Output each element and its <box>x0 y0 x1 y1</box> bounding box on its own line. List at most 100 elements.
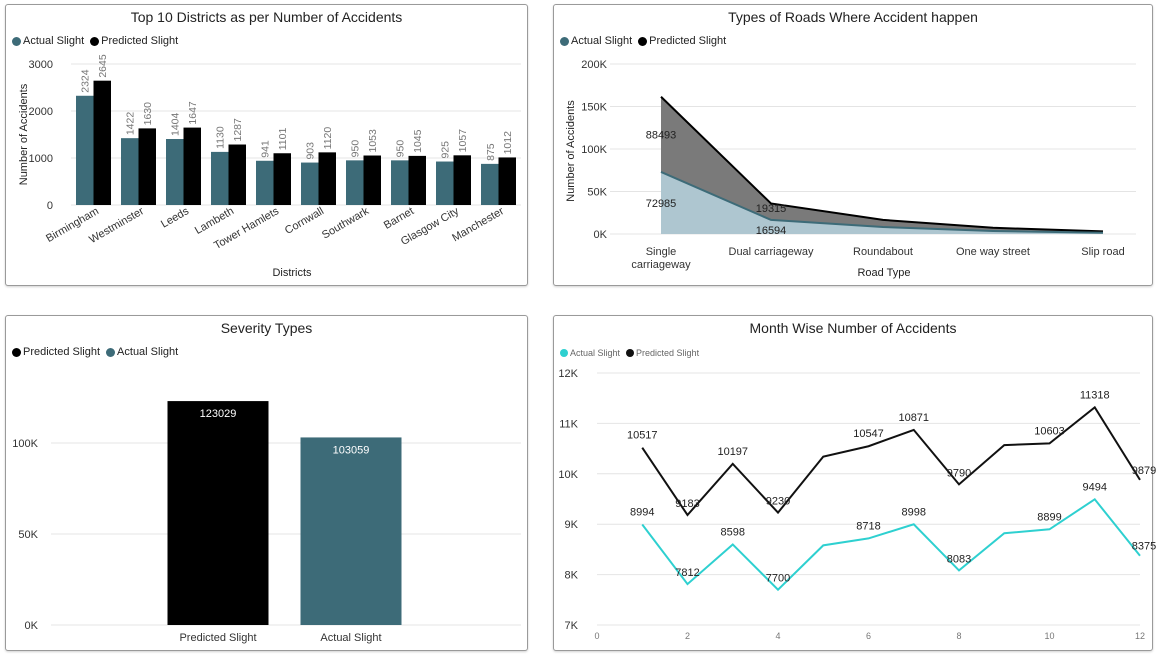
y-tick-label: 8K <box>565 570 579 582</box>
bar <box>408 155 426 205</box>
bar <box>300 437 402 625</box>
bar <box>498 157 516 205</box>
bar <box>346 160 364 205</box>
y-tick-label: 100K <box>12 438 38 450</box>
area-data-label: 72985 <box>646 198 677 210</box>
x-tick-label: 12 <box>1135 631 1145 641</box>
y-tick-label: 9K <box>565 519 579 531</box>
line-data-label: 8998 <box>902 506 926 518</box>
legend-item-predicted: Predicted Slight <box>638 35 726 47</box>
x-tick-label: Manchester <box>450 205 506 244</box>
y-axis-title: Number of Accidents <box>565 100 577 202</box>
line-data-label: 10603 <box>1034 425 1065 437</box>
x-tick-label: Single <box>646 246 677 258</box>
districts-chart-panel: Top 10 Districts as per Number of Accide… <box>5 4 528 286</box>
bar <box>301 162 319 205</box>
x-tick-label: 0 <box>594 631 599 641</box>
bar-data-label: 1630 <box>142 102 154 126</box>
y-tick-label: 1000 <box>29 153 53 165</box>
legend-item-actual: Actual Slight <box>12 35 84 47</box>
x-tick-label: Dual carriageway <box>729 246 814 258</box>
road-types-chart-panel: Types of Roads Where Accident happen Act… <box>553 4 1153 286</box>
legend-item-actual: Actual Slight <box>560 35 632 47</box>
y-tick-label: 50K <box>587 187 607 199</box>
legend-predicted-label: Predicted Slight <box>636 348 700 358</box>
legend-predicted-swatch <box>638 36 648 46</box>
area-data-label: 19315 <box>756 203 787 215</box>
bar <box>436 161 454 205</box>
bar <box>167 401 269 625</box>
x-axis-title: Districts <box>272 267 312 279</box>
legend-predicted-swatch <box>90 36 100 46</box>
legend-item-predicted: Predicted Slight <box>626 348 699 358</box>
month-line-chart: 7K 8K 9K 10K 11K 12K 0 2 4 6 8 10 12 8994 7812 8598 7700… <box>558 368 1156 641</box>
x-tick-label: 10 <box>1044 631 1054 641</box>
y-axis-title: Number of Accidents <box>18 83 30 185</box>
line-data-label: 11318 <box>1080 389 1110 401</box>
line-data-label: 9790 <box>947 467 971 479</box>
month-chart-panel: Month Wise Number of Accidents Actual Sl… <box>553 315 1156 651</box>
x-tick-label: Barnet <box>382 205 416 232</box>
x-tick-label: 4 <box>775 631 780 641</box>
bar <box>228 144 246 205</box>
bar-data-label: 1012 <box>502 131 514 155</box>
bar-data-label: 1053 <box>367 129 379 153</box>
y-tick-label: 0 <box>47 200 53 212</box>
bar-data-label: 1130 <box>215 126 227 149</box>
bar-data-label: 1045 <box>412 129 424 153</box>
legend-actual-label: Actual Slight <box>23 35 85 47</box>
line-data-label: 10871 <box>898 412 929 424</box>
legend-predicted-swatch <box>12 347 21 357</box>
area-actual <box>661 171 1103 234</box>
bar <box>256 160 274 205</box>
districts-chart-legend: Actual Slight Predicted Slight <box>12 35 178 47</box>
line-data-label: 9879 <box>1132 465 1156 477</box>
legend-actual-label: Actual Slight <box>117 346 179 358</box>
bar <box>363 155 381 205</box>
y-tick-label: 11K <box>559 418 578 430</box>
x-tick-label: 8 <box>956 631 961 641</box>
legend-actual-swatch <box>12 36 21 46</box>
line-data-label: 7700 <box>766 573 790 585</box>
line-data-label: 8083 <box>947 553 971 565</box>
y-tick-label: 0K <box>25 620 39 632</box>
bar-data-label: 123029 <box>200 408 237 420</box>
bar <box>76 95 94 205</box>
y-tick-label: 2000 <box>29 106 53 118</box>
line-data-label: 8598 <box>721 526 745 538</box>
line-data-label: 10197 <box>717 446 748 458</box>
legend-item-predicted: Predicted Slight <box>90 35 178 47</box>
y-tick-label: 3000 <box>29 59 53 71</box>
legend-actual-swatch <box>106 347 116 357</box>
legend-predicted-label: Predicted Slight <box>649 35 727 47</box>
line-data-label: 9494 <box>1083 481 1107 493</box>
legend-predicted-swatch <box>626 349 635 357</box>
bar-data-label: 1647 <box>187 101 199 125</box>
line-data-label: 10517 <box>627 430 658 442</box>
x-tick-label: Roundabout <box>853 246 913 258</box>
line-data-label: 10547 <box>853 428 884 440</box>
line-data-label: 8994 <box>630 507 654 519</box>
bar-data-label: 2324 <box>80 69 92 93</box>
x-tick-label: Leeds <box>159 205 191 231</box>
y-tick-label: 10K <box>558 469 578 481</box>
line-data-label: 8718 <box>856 520 880 532</box>
bar-data-label: 2645 <box>97 54 109 78</box>
road-types-area-chart: 0K 50K 100K 150K 200K 72985 16594 88493 19315 Sin… <box>565 59 1136 279</box>
bar-data-label: 1404 <box>170 112 182 136</box>
legend-actual-label: Actual Slight <box>571 35 633 47</box>
bar <box>391 160 409 205</box>
y-tick-label: 0K <box>594 229 608 241</box>
legend-actual-label: Actual Slight <box>570 348 621 358</box>
bar <box>453 155 471 205</box>
x-tick-label: 2 <box>685 631 690 641</box>
month-chart-title: Month Wise Number of Accidents <box>749 320 957 336</box>
line-data-label: 7812 <box>675 567 699 579</box>
bar-data-label: 950 <box>395 140 407 158</box>
severity-chart-title: Severity Types <box>220 320 313 336</box>
legend-predicted-label: Predicted Slight <box>101 35 179 47</box>
bar-data-label: 950 <box>350 140 362 158</box>
bar <box>121 138 139 205</box>
legend-actual-swatch <box>560 349 568 357</box>
